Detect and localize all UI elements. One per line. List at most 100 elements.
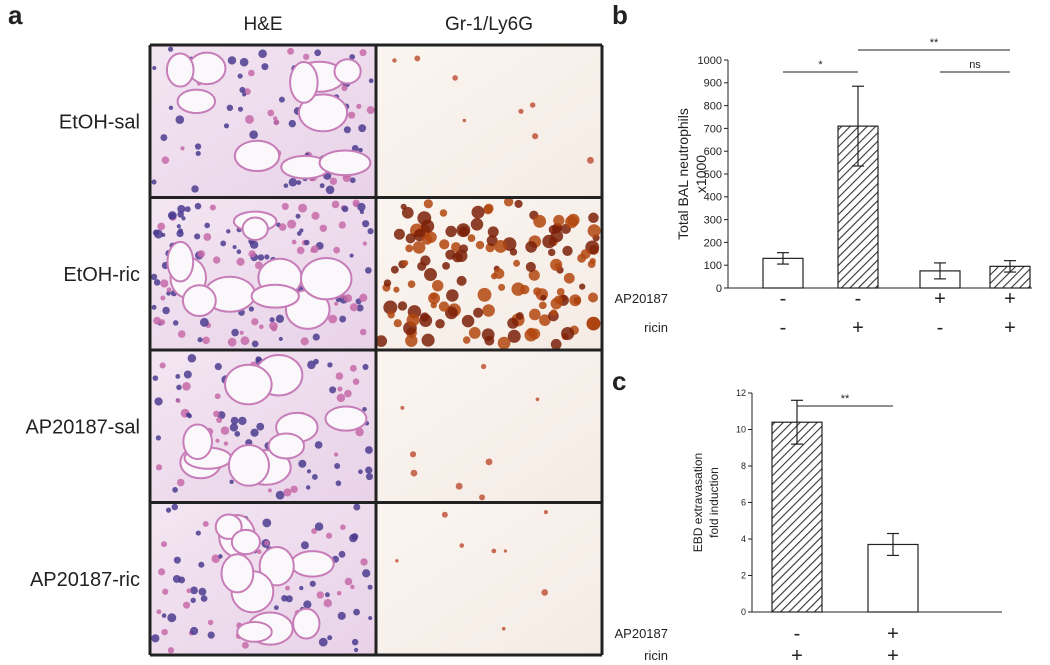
cell [239, 57, 249, 67]
cell [349, 303, 359, 312]
cell [477, 287, 492, 302]
cell [281, 595, 288, 602]
cell [176, 224, 181, 229]
cell [468, 327, 481, 339]
alveolus [165, 52, 195, 88]
cell [349, 253, 354, 258]
cell [171, 503, 179, 511]
alveolus [182, 423, 213, 461]
cell [353, 647, 359, 653]
cell [231, 328, 239, 337]
alveolus [292, 607, 321, 640]
cell [267, 109, 275, 117]
cell [160, 541, 168, 548]
y-tick-label: 900 [704, 78, 722, 90]
cell [513, 259, 521, 267]
y-tick-label: 2 [741, 571, 746, 581]
cell [194, 143, 202, 150]
cell [156, 609, 162, 615]
cell [176, 229, 184, 238]
cell [514, 199, 523, 208]
y-tick-label: 300 [704, 214, 722, 226]
cell [390, 265, 399, 274]
cell [226, 229, 231, 234]
cell [368, 78, 374, 84]
cell [410, 469, 418, 477]
micrograph [376, 350, 602, 503]
cell [395, 559, 399, 563]
alveolus [250, 283, 300, 309]
cell [285, 585, 290, 591]
cell [409, 451, 417, 458]
cell [283, 488, 292, 497]
cell [239, 330, 244, 335]
cell [168, 105, 174, 110]
cell [311, 211, 320, 220]
cell [333, 246, 341, 254]
cell [180, 146, 185, 151]
cell [329, 386, 337, 394]
cell [353, 608, 360, 616]
cell [245, 114, 254, 124]
cell [420, 312, 430, 322]
cell [337, 611, 346, 620]
cell [269, 321, 278, 331]
panel-label: a [8, 0, 23, 30]
cell [412, 241, 426, 254]
cell [358, 124, 367, 133]
cell [256, 422, 265, 431]
cell [176, 478, 185, 487]
cell [357, 202, 366, 212]
cell [455, 249, 468, 263]
cell [550, 338, 562, 350]
cell [323, 599, 333, 608]
cell [273, 116, 278, 121]
cell [269, 317, 275, 323]
cell [467, 234, 476, 243]
y-axis-label: x1000 [693, 155, 709, 193]
cell [327, 635, 333, 641]
cell [203, 233, 212, 241]
cell [563, 272, 575, 284]
cell [445, 225, 457, 238]
cell [444, 306, 458, 320]
cell [230, 416, 239, 425]
cell [237, 106, 244, 112]
cell [497, 336, 511, 350]
panel-label: c [612, 366, 626, 396]
cell [275, 490, 285, 500]
cell [360, 558, 368, 566]
cell [227, 337, 237, 347]
y-tick-label: 0 [716, 283, 722, 295]
cell [462, 336, 471, 344]
cell [186, 412, 191, 418]
cell [213, 410, 220, 418]
y-tick-label: 10 [736, 425, 746, 435]
cell [362, 363, 369, 370]
cell [446, 289, 459, 302]
error-bar [934, 262, 946, 280]
cell [441, 511, 448, 518]
cell [194, 202, 202, 210]
cell [209, 204, 216, 211]
cell [515, 312, 524, 320]
cell [428, 292, 441, 305]
condition-name: AP20187 [615, 626, 669, 641]
cell [348, 111, 356, 119]
alveolus [224, 363, 273, 406]
cell [479, 494, 486, 501]
cell [283, 183, 289, 188]
y-tick-label: 1000 [698, 55, 722, 67]
cell [303, 600, 312, 609]
cell [267, 488, 272, 493]
cell [349, 177, 356, 184]
y-tick-label: 200 [704, 237, 722, 249]
cell [353, 503, 361, 511]
cell [328, 314, 338, 324]
alveolus [227, 444, 270, 487]
cell [367, 228, 374, 235]
cell [420, 219, 435, 233]
cell [337, 386, 343, 392]
cell [227, 56, 237, 65]
